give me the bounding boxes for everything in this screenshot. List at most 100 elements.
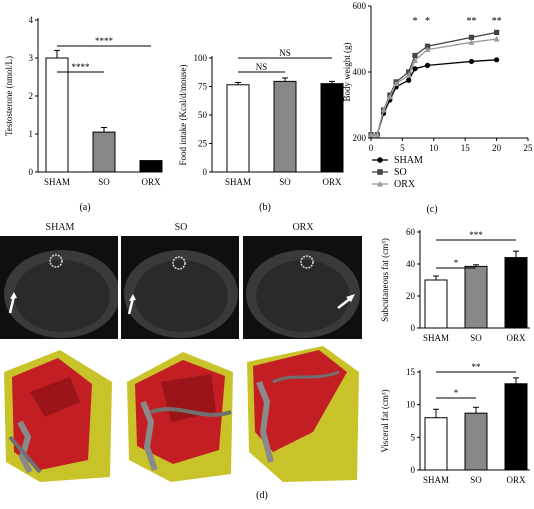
x-tick-label: ORX [506, 475, 526, 485]
y-tick-label: 400 [353, 67, 367, 77]
point-orx [468, 39, 475, 45]
point-orx [393, 80, 400, 87]
x-tick-label: SHAM [44, 177, 70, 187]
point-orx [493, 36, 500, 42]
point-sham [406, 77, 412, 83]
point-so [494, 29, 500, 35]
panel-label-c: (c) [426, 204, 437, 215]
bar-orx [504, 383, 528, 471]
significance-label: ** [492, 16, 502, 27]
y-axis-label: Visceral fat (cm³) [380, 389, 390, 452]
significance-label: **** [72, 62, 91, 72]
arrow-icon [127, 297, 135, 315]
y-tick-label: 10 [406, 400, 416, 410]
y-tick-label: 40 [406, 259, 416, 269]
significance-label: NS [279, 48, 291, 58]
y-tick-label: 75 [198, 82, 208, 92]
chart-testosterone: 0 1 2 3 4 Testosterone (nmol/L) SHAM SO ORX **** *… [4, 15, 163, 187]
legend-label: SHAM [394, 155, 423, 166]
x-tick-label: SHAM [225, 177, 251, 187]
y-axis-label: Food intake (Kcal/d/mouse) [178, 65, 188, 166]
ct-3d-sham [0, 342, 118, 485]
significance-label: * [454, 258, 459, 268]
legend-marker [377, 157, 383, 163]
y-tick-label: 50 [198, 110, 208, 120]
point-sham [412, 66, 418, 72]
bar-orx [504, 257, 528, 329]
point-orx [368, 131, 374, 138]
y-tick-label: 0 [411, 323, 416, 333]
bar-so [273, 80, 297, 173]
y-tick-label: 25 [198, 139, 208, 149]
x-tick-label: SO [470, 475, 482, 485]
x-tick-label: SHAM [423, 333, 449, 343]
y-tick-label: 4 [29, 15, 34, 25]
point-orx [374, 131, 381, 138]
y-tick-label: 20 [406, 291, 416, 301]
legend-label: ORX [394, 179, 416, 190]
x-tick-label: 5 [400, 143, 405, 153]
x-tick-label: SO [470, 333, 482, 343]
x-tick-label: 0 [369, 143, 374, 153]
significance-label: * [454, 388, 459, 398]
point-so [468, 34, 475, 40]
significance-label: * [412, 16, 417, 27]
y-tick-label: 60 [406, 227, 416, 237]
arrow-icon [8, 295, 16, 314]
bar-sham [424, 279, 448, 329]
x-tick-label: 10 [429, 143, 439, 153]
point-sham [468, 58, 475, 65]
y-tick-label: 1 [29, 129, 34, 139]
series-line-so [371, 31, 497, 136]
panel-label-a: (a) [79, 202, 90, 213]
point-orx [424, 46, 431, 53]
bar-so [464, 265, 488, 329]
y-tick-label: 0 [411, 465, 416, 475]
bar-sham [45, 57, 69, 173]
significance-label: ** [466, 16, 476, 27]
point-orx [405, 72, 412, 78]
y-tick-label: 100 [194, 53, 208, 63]
significance-label: ** [472, 362, 482, 372]
ct-label-sham: SHAM [45, 222, 75, 233]
point-so [412, 52, 418, 59]
point-sham [424, 62, 431, 68]
series-line-orx [371, 38, 497, 136]
significance-label: **** [95, 36, 114, 46]
y-axis-label: Body weight (g) [342, 43, 352, 102]
significance-label: * [425, 16, 430, 27]
x-tick-label: SO [98, 177, 110, 187]
ct-3d-orx [243, 342, 362, 485]
point-so [406, 69, 412, 75]
y-tick-label: 200 [353, 133, 367, 143]
y-axis-label: Testosterone (nmol/L) [4, 56, 14, 136]
panel-label-b: (b) [259, 202, 271, 213]
legend-marker [377, 169, 383, 175]
ct-slice-sham [0, 236, 118, 339]
significance-label: NS [256, 62, 268, 72]
x-tick-label: SO [279, 177, 291, 187]
point-orx [380, 106, 387, 113]
ct-slice-so [121, 236, 239, 339]
y-tick-label: 15 [406, 367, 416, 377]
bar-sham [424, 417, 448, 471]
ct-label-so: SO [174, 222, 188, 233]
x-tick-label: SHAM [423, 475, 449, 485]
significance-label: *** [469, 230, 483, 240]
bar-sham [226, 84, 250, 173]
y-axis-label: Subcutaneous fat (cm³) [380, 238, 390, 322]
legend-marker [377, 181, 383, 187]
x-tick-label: 15 [461, 143, 471, 153]
x-tick-label: 25 [524, 143, 534, 153]
bar-orx [320, 83, 344, 173]
point-orx [386, 93, 393, 100]
y-tick-label: 3 [29, 53, 34, 63]
y-tick-label: 5 [411, 432, 416, 442]
y-tick-label: 0 [29, 167, 34, 177]
ct-slice-orx [243, 236, 362, 339]
point-sham [494, 57, 500, 63]
point-orx [411, 57, 418, 63]
